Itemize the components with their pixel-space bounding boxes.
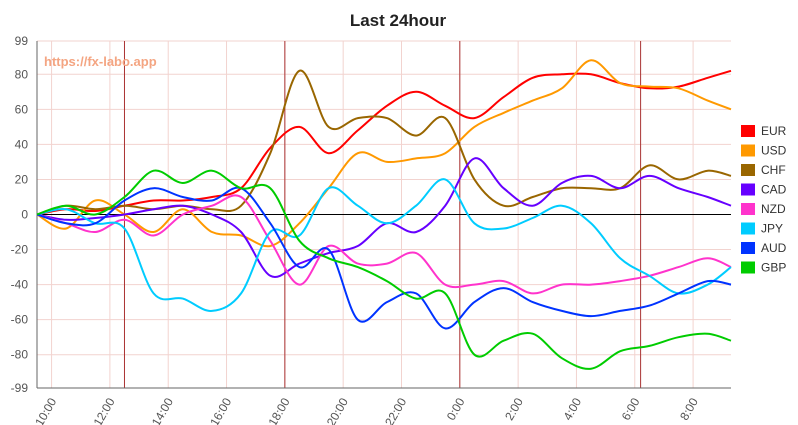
y-tick-label: 20 [15, 172, 29, 186]
x-tick-label: 10:00 [32, 395, 59, 425]
x-tick-label: 6:00 [619, 395, 643, 423]
y-tick-label: 0 [21, 208, 28, 222]
x-tick-label: 2:00 [502, 395, 526, 423]
series-line-chf [36, 69, 732, 216]
legend-swatch-nzd [741, 203, 755, 215]
legend-label: AUD [761, 241, 787, 255]
series-line-eur [36, 69, 732, 216]
legend-swatch-usd [741, 144, 755, 157]
y-tick-label: 60 [15, 102, 29, 116]
watermark-text: https://fx-labo.app [44, 54, 157, 69]
y-tick-label: 40 [15, 137, 29, 151]
x-tick-label: 0:00 [444, 395, 468, 423]
x-tick-label: 4:00 [560, 395, 584, 423]
y-tick-label: 80 [15, 67, 29, 81]
series-line-nzd [36, 194, 732, 295]
series-line-cad [36, 157, 732, 278]
legend-swatch-eur [741, 125, 755, 137]
series-line-usd [36, 59, 732, 248]
legend-label: CHF [761, 163, 786, 177]
legend-label: NZD [761, 202, 786, 216]
legend-label: JPY [761, 222, 783, 236]
x-tick-label: 14:00 [149, 395, 176, 425]
legend-swatch-gbp [741, 261, 755, 274]
legend-swatch-aud [741, 242, 755, 254]
series-line-gbp [36, 169, 732, 370]
series-line-jpy [36, 178, 732, 312]
y-tick-label: -20 [11, 243, 29, 257]
legend-label: EUR [761, 124, 787, 138]
y-tick-label: -60 [11, 313, 29, 327]
x-tick-label: 18:00 [266, 395, 293, 425]
y-tick-label: 99 [15, 34, 29, 48]
x-tick-label: 12:00 [91, 395, 118, 425]
x-tick-label: 16:00 [207, 395, 234, 425]
x-tick-label: 20:00 [324, 395, 351, 425]
chart-title: Last 24hour [350, 11, 447, 30]
y-tick-label: -99 [11, 381, 29, 395]
x-tick-label: 8:00 [677, 395, 701, 423]
legend-label: CAD [761, 183, 787, 197]
y-tick-label: -80 [11, 348, 29, 362]
series-line-aud [36, 186, 732, 330]
legend-swatch-jpy [741, 222, 755, 235]
legend-label: USD [761, 144, 787, 158]
legend: EUR USD CHF CAD NZD JPY AUD GBP [741, 124, 787, 275]
x-tick-label: 22:00 [382, 395, 409, 425]
legend-label: GBP [761, 261, 786, 275]
legend-swatch-chf [741, 164, 755, 176]
legend-swatch-cad [741, 183, 755, 196]
y-tick-label: -40 [11, 278, 29, 292]
series-lines [36, 59, 732, 370]
